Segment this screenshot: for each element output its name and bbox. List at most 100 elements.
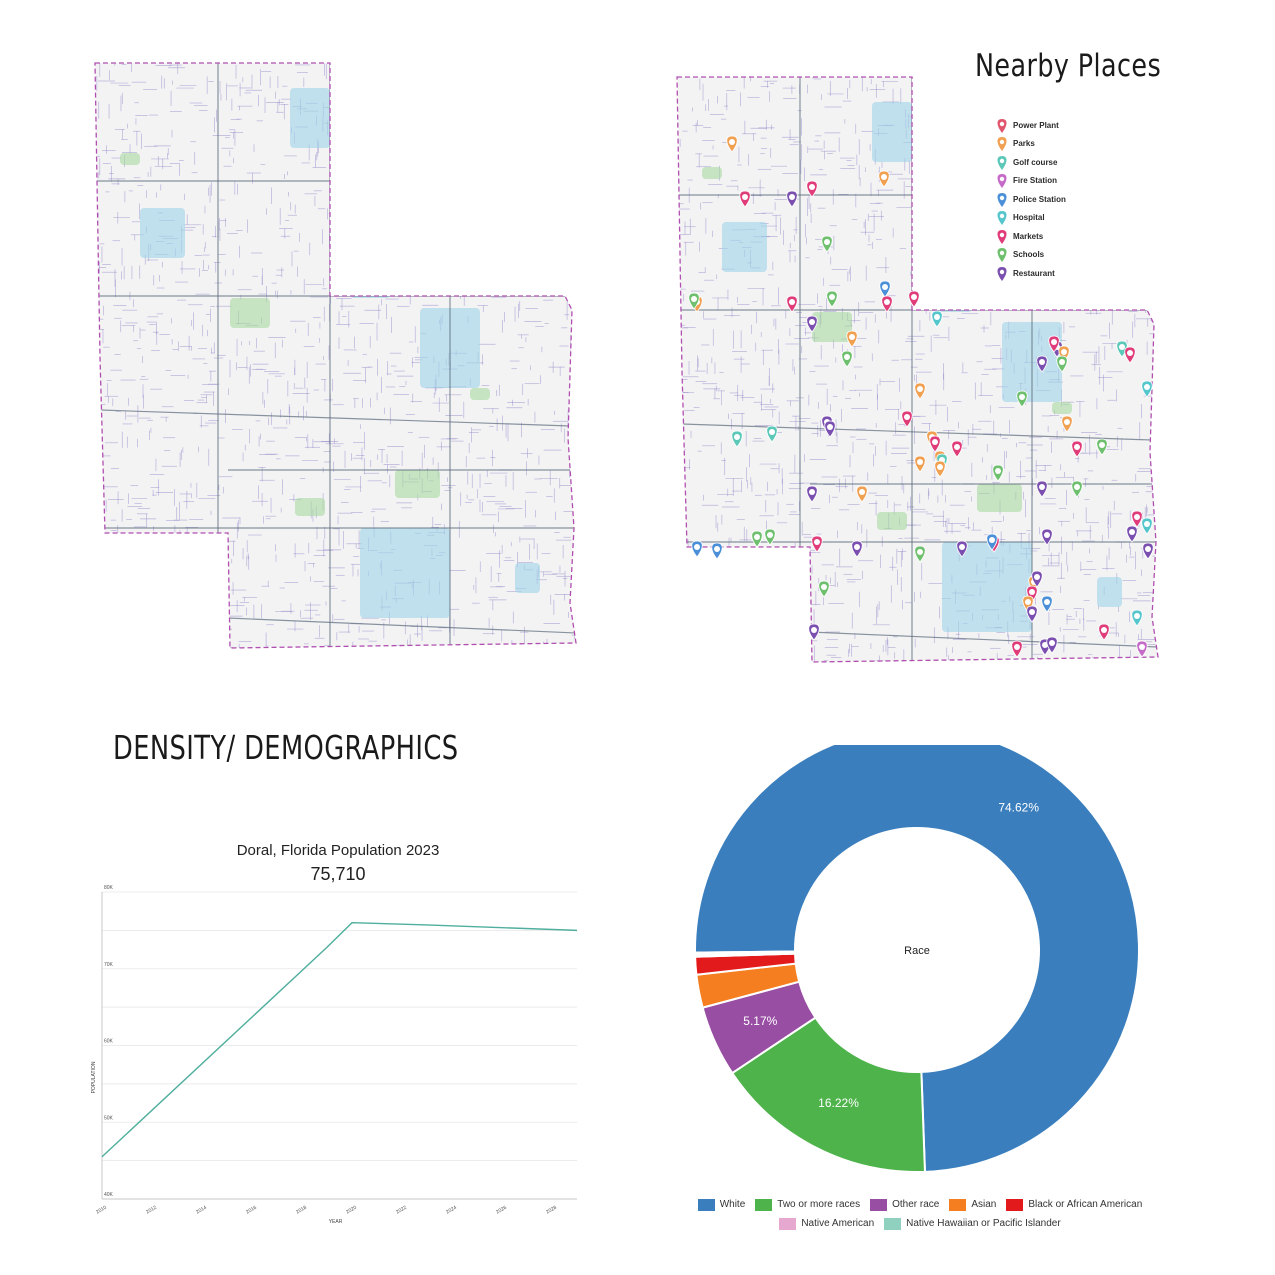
- nearby-places-title: Nearby Places: [975, 48, 1162, 84]
- place-pin: [1031, 570, 1043, 588]
- place-pin: [739, 190, 751, 208]
- place-pin: [1071, 440, 1083, 458]
- place-pin: [992, 464, 1004, 482]
- place-pin: [1016, 390, 1028, 408]
- place-pin: [1142, 542, 1154, 560]
- place-pin: [1011, 640, 1023, 658]
- race-legend-item[interactable]: Black or African American: [1006, 1198, 1143, 1211]
- map-pin-icon: [997, 266, 1007, 281]
- race-legend-row: White Two or more races Other race Asian Bla…: [680, 1195, 1160, 1214]
- x-axis-label: YEAR: [329, 1219, 343, 1225]
- places-legend-label: Parks: [1013, 139, 1035, 149]
- places-legend-item: Fire Station: [996, 172, 1116, 191]
- place-pin: [878, 170, 890, 188]
- legend-swatch: [1006, 1198, 1024, 1211]
- nearby-places-map: [672, 72, 1162, 672]
- place-pin: [986, 533, 998, 551]
- place-pin: [826, 290, 838, 308]
- map-land: [95, 63, 576, 648]
- race-legend-item[interactable]: Other race: [870, 1198, 940, 1211]
- y-tick-label: 80K: [104, 885, 114, 891]
- city-boundary: [94, 62, 577, 649]
- place-pin: [908, 290, 920, 308]
- place-pin: [1036, 355, 1048, 373]
- race-legend-item[interactable]: Two or more races: [755, 1198, 860, 1211]
- legend-label: White: [719, 1199, 746, 1210]
- race-donut-svg: 74.62% 16.22% 5.17% Race: [694, 745, 1140, 1173]
- legend-swatch: [779, 1217, 797, 1230]
- place-pin: [806, 180, 818, 198]
- race-legend-item[interactable]: Native American: [779, 1217, 874, 1230]
- x-tick-label: 2024: [445, 1205, 458, 1216]
- places-legend-item: Golf course: [996, 153, 1116, 172]
- place-pin: [1061, 415, 1073, 433]
- chart-subtitle: 75,710: [310, 864, 365, 884]
- y-tick-label: 70K: [104, 962, 114, 968]
- y-tick-label: 40K: [104, 1192, 114, 1198]
- density-title: DENSITY/ DEMOGRAPHICS: [113, 728, 459, 767]
- place-pin: [811, 535, 823, 553]
- place-pin: [841, 350, 853, 368]
- city-boundary-map: [94, 62, 577, 649]
- race-legend-row: Native American Native Hawaiian or Pacifi…: [680, 1214, 1160, 1233]
- population-line-chart: Doral, Florida Population 2023 75,710 40K 5…: [85, 835, 585, 1230]
- legend-label: Black or African American: [1028, 1199, 1143, 1210]
- places-legend-item: Markets: [996, 227, 1116, 246]
- place-pin: [914, 455, 926, 473]
- places-legend-label: Power Plant: [1013, 120, 1059, 130]
- race-legend-item[interactable]: White: [697, 1198, 746, 1211]
- places-legend-item: Restaurant: [996, 264, 1116, 283]
- place-pin: [1071, 480, 1083, 498]
- places-legend-item: Schools: [996, 246, 1116, 265]
- doral-map: [90, 58, 580, 658]
- map-pin-icon: [997, 137, 1007, 152]
- map-pin-icon: [997, 192, 1007, 207]
- place-pin: [879, 280, 891, 298]
- places-legend-label: Golf course: [1013, 157, 1058, 167]
- x-tick-label: 2022: [395, 1205, 408, 1216]
- place-pin: [931, 310, 943, 328]
- place-pin: [846, 330, 858, 348]
- legend-label: Native Hawaiian or Pacific Islander: [906, 1218, 1061, 1229]
- places-legend-label: Hospital: [1013, 213, 1045, 223]
- place-pin: [1036, 480, 1048, 498]
- slice-value-label: 16.22%: [818, 1096, 859, 1110]
- slice-value-label: 5.17%: [743, 1014, 777, 1028]
- place-pin: [806, 315, 818, 333]
- place-pin: [786, 190, 798, 208]
- population-chart-svg: Doral, Florida Population 2023 75,710 40K 5…: [91, 842, 578, 1225]
- place-pin: [1141, 380, 1153, 398]
- place-pin: [766, 425, 778, 443]
- place-pin: [914, 382, 926, 400]
- place-pin: [956, 540, 968, 558]
- place-pin: [881, 295, 893, 313]
- legend-swatch: [870, 1198, 888, 1211]
- place-pin: [1046, 636, 1058, 654]
- y-tick-label: 60K: [104, 1039, 114, 1045]
- legend-label: Other race: [892, 1199, 940, 1210]
- place-pin: [824, 420, 836, 438]
- legend-label: Asian: [971, 1199, 997, 1210]
- map-pin-icon: [997, 248, 1007, 263]
- place-pin: [751, 530, 763, 548]
- place-pin: [821, 235, 833, 253]
- race-legend-item[interactable]: Native Hawaiian or Pacific Islander: [884, 1217, 1061, 1230]
- x-tick-label: 2028: [545, 1205, 558, 1216]
- place-pin: [951, 440, 963, 458]
- map-pin-icon: [997, 211, 1007, 226]
- places-legend: Power Plant Parks Golf course Fire Station P…: [996, 116, 1116, 283]
- places-legend-label: Markets: [1013, 231, 1044, 241]
- race-legend-item[interactable]: Asian: [949, 1198, 997, 1211]
- map-pin-icon: [997, 118, 1007, 133]
- x-tick-label: 2020: [345, 1205, 358, 1216]
- place-pin: [1141, 517, 1153, 535]
- place-pin: [1131, 510, 1143, 528]
- places-map: [676, 76, 1159, 663]
- place-pin: [691, 540, 703, 558]
- x-tick-label: 2014: [195, 1205, 208, 1216]
- donut-slice: [694, 745, 1140, 1173]
- place-pin: [1041, 528, 1053, 546]
- x-tick-label: 2010: [95, 1205, 108, 1216]
- city-boundary: [676, 76, 1159, 663]
- place-pin: [851, 540, 863, 558]
